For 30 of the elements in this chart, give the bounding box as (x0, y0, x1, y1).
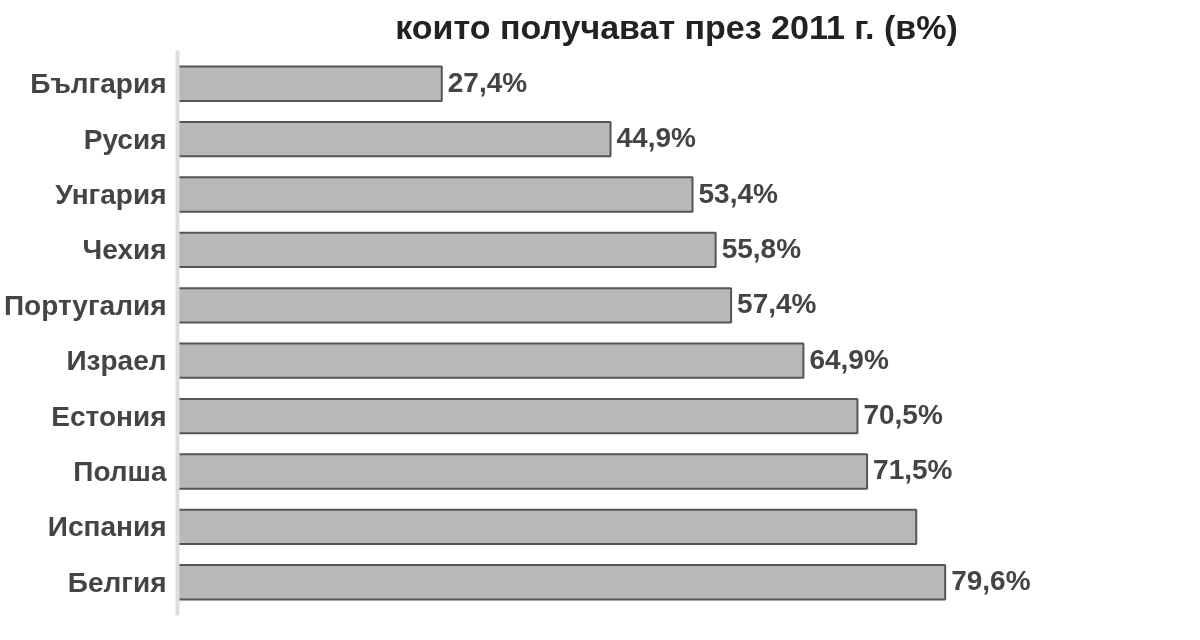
bar (177, 287, 733, 324)
bar (177, 120, 612, 158)
data-label: 57,4% (737, 288, 817, 320)
bar (177, 397, 859, 435)
data-label: 79,6% (951, 565, 1031, 597)
y-tick-label: Израел (66, 345, 167, 377)
bar (177, 231, 717, 269)
y-tick-label: Полша (73, 455, 167, 487)
bar (177, 176, 694, 213)
bar (177, 564, 947, 601)
data-label: 53,4% (698, 177, 779, 209)
y-tick-label: Португалия (3, 289, 167, 321)
y-tick-label: Испания (47, 511, 167, 543)
data-label: 55,8% (721, 232, 802, 264)
bar (177, 508, 918, 546)
y-tick-label: Белгия (67, 566, 167, 598)
chart-title: които получават през 2011 г. (в%) (395, 7, 958, 46)
y-tick-label: Чехия (82, 234, 167, 266)
y-tick-label: Русия (83, 123, 167, 155)
data-label: 27,4% (447, 66, 528, 98)
bar (177, 453, 869, 490)
y-tick-label: Унгария (55, 179, 167, 211)
y-tick-label: Естония (51, 400, 167, 432)
data-label: 64,9% (809, 343, 889, 375)
bar (177, 65, 443, 102)
data-label: 71,5% (873, 454, 953, 486)
bar (177, 342, 805, 379)
y-tick-label: България (30, 68, 167, 100)
data-label: 44,9% (616, 122, 697, 154)
data-label: 70,5% (863, 399, 943, 431)
